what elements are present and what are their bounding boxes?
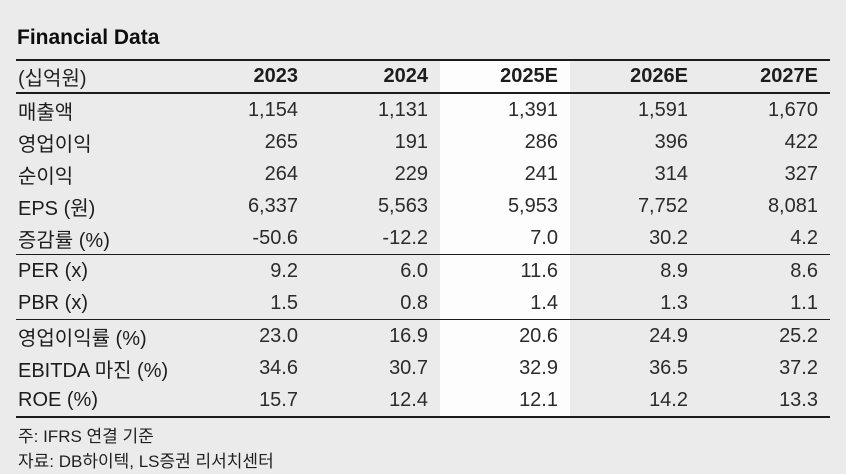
value-cell: 7,752 — [637, 194, 688, 217]
value-cell: 314 — [654, 162, 688, 185]
row-label: EBITDA 마진 (%) — [18, 359, 169, 382]
column-header-2027e: 2027E — [700, 59, 830, 94]
value-cell: 14.2 — [570, 384, 700, 418]
value-cell: 5,953 — [507, 194, 558, 217]
value-cell: 8.9 — [570, 254, 700, 287]
value-cell: 5,563 — [377, 194, 428, 217]
value-cell: 36.5 — [649, 356, 688, 379]
row-label: 영업이익률 (%) — [16, 319, 180, 352]
value-cell: 327 — [784, 162, 818, 185]
value-cell: 8.6 — [700, 254, 830, 287]
value-cell: 0.8 — [400, 291, 428, 314]
value-cell: 1,391 — [507, 98, 558, 121]
page-title: Financial Data — [17, 26, 160, 49]
value-cell: 12.1 — [440, 384, 570, 418]
value-cell: 30.2 — [649, 226, 688, 249]
value-cell: 1.3 — [660, 291, 688, 314]
value-cell: 15.7 — [180, 384, 310, 418]
value-cell: 6,337 — [247, 194, 298, 217]
row-label: PER (x) — [16, 254, 180, 287]
value-cell: 7.0 — [530, 226, 558, 249]
row-label: 영업이익 — [18, 133, 92, 156]
value-cell: 16.9 — [310, 319, 440, 352]
value-cell: 23.0 — [180, 319, 310, 352]
value-cell: 191 — [394, 130, 428, 153]
note-source: 자료: DB하이텍, LS증권 리서치센터 — [18, 452, 274, 471]
value-cell: 12.4 — [310, 384, 440, 418]
value-cell: 241 — [524, 162, 558, 185]
table-row-revenue: 매출액 1,154 1,131 1,391 1,591 1,670 — [16, 93, 830, 126]
value-cell: 1.4 — [530, 291, 558, 314]
column-header-2024: 2024 — [310, 59, 440, 94]
row-label: 증감률 (%) — [18, 229, 110, 252]
table-row-eps: EPS (원) 6,337 5,563 5,953 7,752 8,081 — [16, 190, 830, 222]
value-cell: -12.2 — [382, 226, 428, 249]
note-basis: 주: IFRS 연결 기준 — [18, 427, 154, 446]
column-header-2026e: 2026E — [570, 59, 700, 94]
value-cell: 286 — [524, 130, 558, 153]
value-cell: 9.2 — [180, 254, 310, 287]
value-cell: -50.6 — [252, 226, 298, 249]
value-cell: 1,670 — [767, 98, 818, 121]
value-cell: 24.9 — [570, 319, 700, 352]
value-cell: 265 — [264, 130, 298, 153]
table-row-operating-profit: 영업이익 265 191 286 396 422 — [16, 126, 830, 158]
value-cell: 32.9 — [519, 356, 558, 379]
value-cell: 8,081 — [767, 194, 818, 217]
value-cell: 1,154 — [247, 98, 298, 121]
value-cell: 396 — [654, 130, 688, 153]
financial-data-table: (십억원) 2023 2024 2025E 2026E 2027E 매출액 1,… — [16, 59, 830, 418]
row-label: ROE (%) — [16, 384, 180, 418]
value-cell: 13.3 — [700, 384, 830, 418]
table-row-ebitda-margin: EBITDA 마진 (%) 34.6 30.7 32.9 36.5 37.2 — [16, 352, 830, 384]
column-header-2023: 2023 — [180, 59, 310, 94]
table-header-row: (십억원) 2023 2024 2025E 2026E 2027E — [16, 59, 830, 94]
value-cell: 34.6 — [259, 356, 298, 379]
value-cell: 30.7 — [389, 356, 428, 379]
table-row-operating-margin: 영업이익률 (%) 23.0 16.9 20.6 24.9 25.2 — [16, 319, 830, 352]
value-cell: 6.0 — [310, 254, 440, 287]
row-label: PBR (x) — [18, 291, 88, 314]
table-row-net-profit: 순이익 264 229 241 314 327 — [16, 158, 830, 190]
value-cell: 1.1 — [790, 291, 818, 314]
value-cell: 4.2 — [790, 226, 818, 249]
value-cell: 1,131 — [377, 98, 428, 121]
row-label: 순이익 — [18, 165, 74, 188]
value-cell: 264 — [264, 162, 298, 185]
value-cell: 25.2 — [700, 319, 830, 352]
table-row-per: PER (x) 9.2 6.0 11.6 8.9 8.6 — [16, 254, 830, 287]
value-cell: 37.2 — [779, 356, 818, 379]
footnotes: 주: IFRS 연결 기준 자료: DB하이텍, LS증권 리서치센터 — [18, 424, 830, 474]
table-row-roe: ROE (%) 15.7 12.4 12.1 14.2 13.3 — [16, 384, 830, 418]
value-cell: 20.6 — [440, 319, 570, 352]
value-cell: 11.6 — [440, 254, 570, 287]
column-header-2025e: 2025E — [440, 59, 570, 94]
value-cell: 1,591 — [637, 98, 688, 121]
row-label: 매출액 — [18, 101, 74, 124]
value-cell: 1.5 — [270, 291, 298, 314]
unit-header: (십억원) — [16, 59, 180, 94]
row-label: EPS (원) — [18, 197, 96, 220]
value-cell: 229 — [394, 162, 428, 185]
table-row-pbr: PBR (x) 1.5 0.8 1.4 1.3 1.1 — [16, 287, 830, 320]
table-row-growth-rate: 증감률 (%) -50.6 -12.2 7.0 30.2 4.2 — [16, 222, 830, 255]
value-cell: 422 — [784, 130, 818, 153]
